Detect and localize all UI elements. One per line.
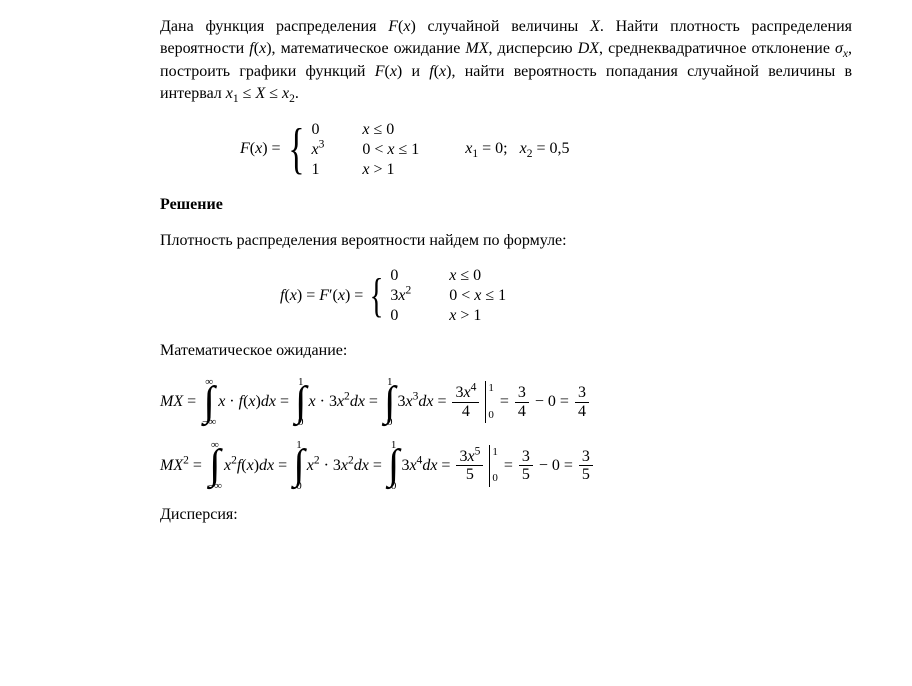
F-lhs: F(x) =	[240, 138, 281, 160]
mx-label: Математическое ожидание:	[160, 340, 852, 362]
integrand: x2 · 3x2dx =	[307, 455, 386, 477]
f-row-val: 3x2	[384, 286, 443, 306]
f-row-val: 0	[384, 266, 443, 286]
mx2-lhs: MX2 =	[160, 455, 206, 477]
f-row-cond: x > 1	[443, 306, 512, 326]
F-row-cond: 0 < x ≤ 1	[356, 140, 425, 160]
fraction: 3 5	[579, 448, 593, 484]
problem-statement: Дана функция распределения F(x) случайно…	[160, 16, 852, 106]
integrand: 3x4dx =	[401, 455, 454, 477]
solution-heading: Решение	[160, 194, 852, 216]
x-params: x1 = 0; x2 = 0,5	[465, 138, 569, 160]
mx-lhs: MX =	[160, 391, 200, 413]
F-row-val: 1	[305, 160, 356, 180]
integral-icon: ∞ ∫ −∞	[202, 377, 216, 428]
fraction: 3 4	[575, 384, 589, 420]
brace-icon: {	[370, 277, 384, 315]
integral-icon: 1 ∫ 0	[295, 377, 307, 428]
fraction: 3x4 4	[452, 384, 479, 420]
fraction: 3x5 5	[456, 448, 483, 484]
equals: =	[500, 455, 517, 477]
density-intro: Плотность распределения вероятности найд…	[160, 230, 852, 252]
F-row-cond: x > 1	[356, 160, 425, 180]
integral-icon: 1 ∫ 0	[293, 440, 305, 491]
integrand: x · 3x2dx =	[309, 391, 382, 413]
f-row-cond: 0 < x ≤ 1	[443, 286, 512, 306]
brace-icon: {	[288, 127, 304, 172]
F-row-val: x3	[305, 140, 356, 160]
minus-zero: − 0 =	[535, 455, 577, 477]
fraction: 3 4	[515, 384, 529, 420]
integral-icon: ∞ ∫ −∞	[208, 440, 222, 491]
integrand: x2f(x)dx =	[224, 455, 291, 477]
mx2-equation: MX2 = ∞ ∫ −∞ x2f(x)dx = 1 ∫ 0 x2 · 3x2dx…	[160, 440, 852, 491]
f-definition: f(x) = F′(x) = { 0x ≤ 0 3x20 < x ≤ 1 0x …	[160, 266, 852, 326]
integrand: 3x3dx =	[397, 391, 450, 413]
integrand: x · f(x)dx =	[218, 391, 293, 413]
fraction: 3 5	[519, 448, 533, 484]
f-row-val: 0	[384, 306, 443, 326]
integral-icon: 1 ∫ 0	[384, 377, 396, 428]
equals: =	[496, 391, 513, 413]
minus-zero: − 0 =	[531, 391, 573, 413]
mx-equation: MX = ∞ ∫ −∞ x · f(x)dx = 1 ∫ 0 x · 3x2dx…	[160, 377, 852, 428]
eval-bar: 10	[483, 381, 494, 423]
f-piecewise-table: 0x ≤ 0 3x20 < x ≤ 1 0x > 1	[384, 266, 512, 326]
integral-icon: 1 ∫ 0	[388, 440, 400, 491]
dispersion-label: Дисперсия:	[160, 504, 852, 526]
F-row-cond: x ≤ 0	[356, 120, 425, 140]
f-lhs: f(x) = F′(x) =	[280, 285, 363, 307]
F-row-val: 0	[305, 120, 356, 140]
F-piecewise-table: 0x ≤ 0 x30 < x ≤ 1 1x > 1	[305, 120, 425, 180]
F-definition: F(x) = { 0x ≤ 0 x30 < x ≤ 1 1x > 1 x1 = …	[160, 120, 852, 180]
f-row-cond: x ≤ 0	[443, 266, 512, 286]
eval-bar: 10	[487, 445, 498, 487]
